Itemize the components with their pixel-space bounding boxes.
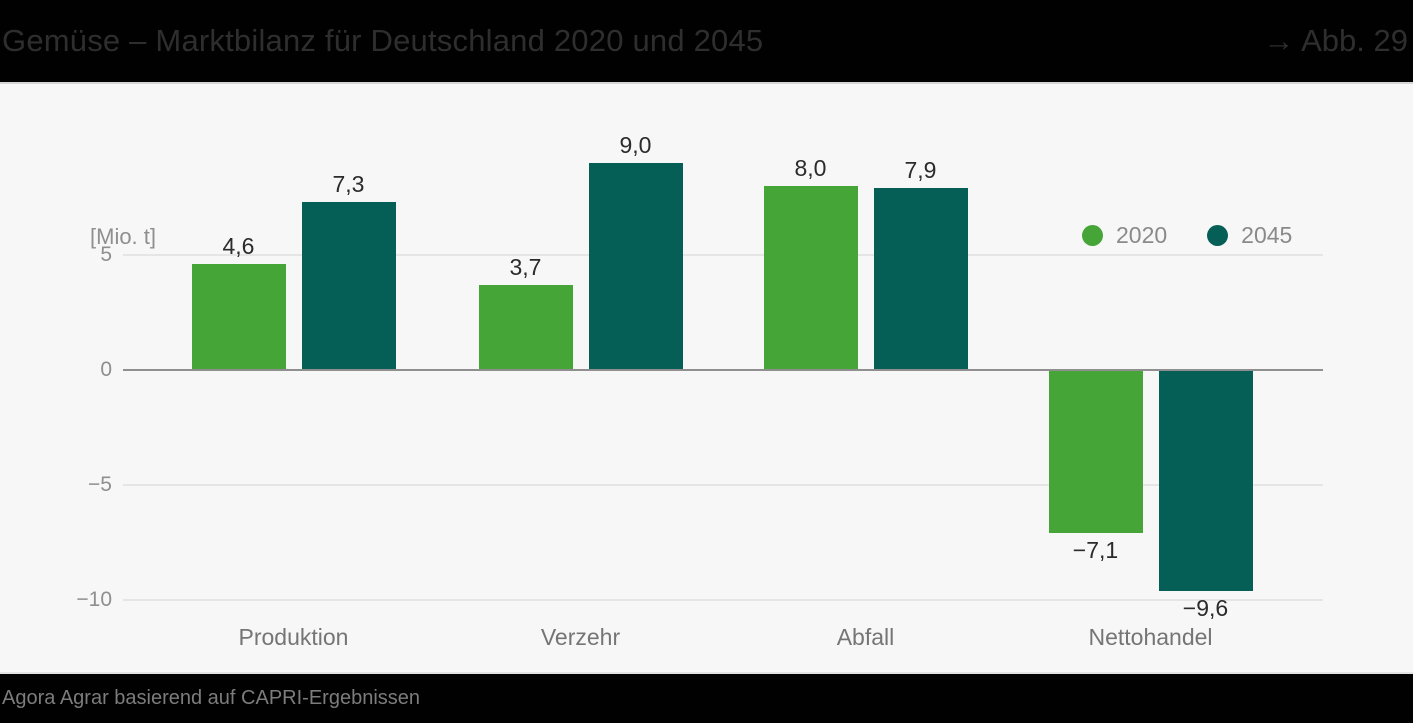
bar-2020-verzehr — [478, 284, 573, 370]
x-category-label: Verzehr — [540, 624, 621, 650]
legend: 2020 2045 — [1082, 222, 1292, 249]
value-label: 4,6 — [222, 233, 255, 260]
y-axis-unit-label: [Mio. t] — [90, 224, 157, 249]
bar-2020-produktion — [191, 264, 286, 370]
header-bar: Gemüse – Marktbilanz für Deutschland 202… — [0, 0, 1413, 84]
gridline-y5 — [123, 254, 1323, 256]
bar-2020-nettohandel — [1048, 370, 1143, 534]
legend-item-2020: 2020 — [1082, 222, 1167, 249]
value-label: −9,6 — [1182, 594, 1229, 621]
y-tick-label: −5 — [88, 473, 112, 496]
legend-label: 2045 — [1241, 222, 1293, 248]
value-label: 3,7 — [509, 253, 542, 280]
y-tick-label: 5 — [100, 243, 112, 266]
x-category-label: Abfall — [836, 624, 895, 650]
zero-axis-line — [123, 369, 1323, 371]
value-label: 8,0 — [794, 155, 827, 181]
value-label: 7,9 — [904, 157, 937, 184]
page-title: Gemüse – Marktbilanz für Deutschland 202… — [2, 23, 764, 58]
y-tick-label: 0 — [100, 358, 112, 381]
value-label: 7,3 — [332, 171, 365, 198]
value-label: 9,0 — [619, 132, 652, 158]
legend-item-2045: 2045 — [1207, 222, 1292, 249]
legend-label: 2020 — [1116, 222, 1168, 248]
bar-2045-abfall — [873, 188, 968, 370]
value-label: −7,1 — [1072, 537, 1119, 564]
gridline-y-5 — [123, 484, 1323, 486]
gridline-y-10 — [123, 599, 1323, 601]
footer-bar: Agora Agrar basierend auf CAPRI-Ergebnis… — [0, 672, 1413, 723]
source-attribution: Agora Agrar basierend auf CAPRI-Ergebnis… — [2, 687, 421, 709]
legend-dot-icon — [1082, 225, 1103, 246]
figure-reference: → Abb. 29 — [1263, 23, 1408, 58]
bar-2045-verzehr — [588, 163, 683, 370]
x-category-label: Produktion — [238, 624, 349, 650]
y-tick-label: −10 — [76, 588, 112, 611]
legend-dot-icon — [1207, 225, 1229, 246]
bar-2045-produktion — [301, 202, 396, 370]
bar-2020-abfall — [763, 186, 858, 370]
bar-2045-nettohandel — [1158, 370, 1253, 591]
x-category-label: Nettohandel — [1088, 624, 1213, 650]
